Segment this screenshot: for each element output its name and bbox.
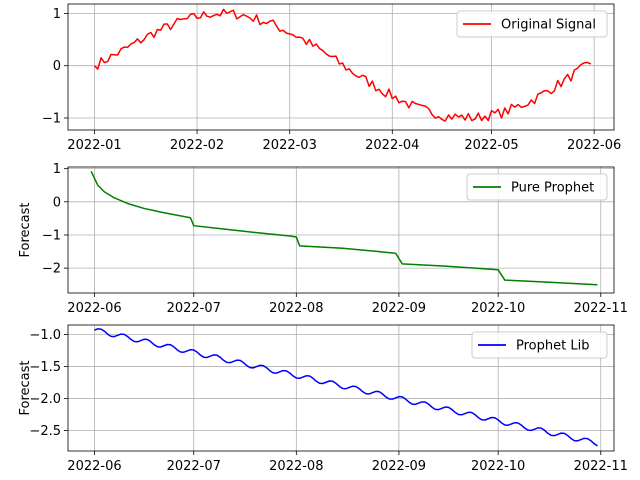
y-tick-label: −1.0 xyxy=(29,328,61,343)
x-tick-label: 2022-03 xyxy=(263,138,317,153)
chart-panel-2: 2022-06 2022-07 2022-08 2022-09 2022-10 2022-… xyxy=(18,162,628,316)
legend-label: Pure Prophet xyxy=(511,181,594,196)
y-tick-label: −1 xyxy=(42,228,61,243)
legend: Pure Prophet xyxy=(466,173,608,201)
y-axis-label: Forecast xyxy=(18,360,33,415)
y-tick-label: −2 xyxy=(42,262,61,277)
series-line-3-1 xyxy=(94,328,598,447)
x-tick-label: 2022-09 xyxy=(372,459,426,474)
y-tick-label: −1 xyxy=(42,111,61,126)
x-tick-label: 2022-11 xyxy=(574,301,628,316)
legend-label: Prophet Lib xyxy=(516,339,589,354)
y-axis-label: Forecast xyxy=(18,202,33,257)
y-tick-label: 0 xyxy=(53,195,61,210)
x-tick-label: 2022-06 xyxy=(67,459,121,474)
axes-frame xyxy=(67,3,615,131)
chart-panel-1: 2022-01 2022-02 2022-03 2022-04 2022-05 2022-… xyxy=(42,3,621,153)
x-tick-label: 2022-11 xyxy=(574,459,628,474)
chart-panel-3: 2022-06 2022-07 2022-08 2022-09 2022-10 2022-… xyxy=(18,324,628,474)
x-tick-label: 2022-01 xyxy=(67,138,121,153)
legend-box xyxy=(471,331,608,359)
series-line-2-1 xyxy=(90,170,598,286)
y-tick-label: 1 xyxy=(53,162,61,177)
x-tick-label: 2022-09 xyxy=(372,301,426,316)
legend-label: Original Signal xyxy=(501,18,596,33)
legend-box xyxy=(456,10,608,38)
x-tick-label: 2022-04 xyxy=(365,138,419,153)
legend-box xyxy=(466,173,608,201)
x-tick-label: 2022-06 xyxy=(67,301,121,316)
x-tick-label: 2022-08 xyxy=(269,459,323,474)
axes-frame xyxy=(67,324,615,452)
axes-frame xyxy=(67,166,615,294)
grid xyxy=(68,167,614,293)
x-tick-label: 2022-10 xyxy=(471,301,525,316)
x-tick-label: 2022-07 xyxy=(167,459,221,474)
legend: Original Signal xyxy=(456,10,608,38)
x-tick-label: 2022-02 xyxy=(170,138,224,153)
legend: Prophet Lib xyxy=(471,331,608,359)
x-tick-label: 2022-06 xyxy=(567,138,621,153)
x-tick-label: 2022-05 xyxy=(464,138,518,153)
x-tick-label: 2022-10 xyxy=(471,459,525,474)
y-tick-label: −2.0 xyxy=(29,392,61,407)
y-tick-label: −1.5 xyxy=(29,360,61,375)
series-line-1-1 xyxy=(93,8,592,122)
x-tick-label: 2022-08 xyxy=(269,301,323,316)
y-tick-label: −2.5 xyxy=(29,424,61,439)
y-tick-label: 0 xyxy=(53,59,61,74)
y-tick-label: 1 xyxy=(53,7,61,22)
x-tick-label: 2022-07 xyxy=(167,301,221,316)
